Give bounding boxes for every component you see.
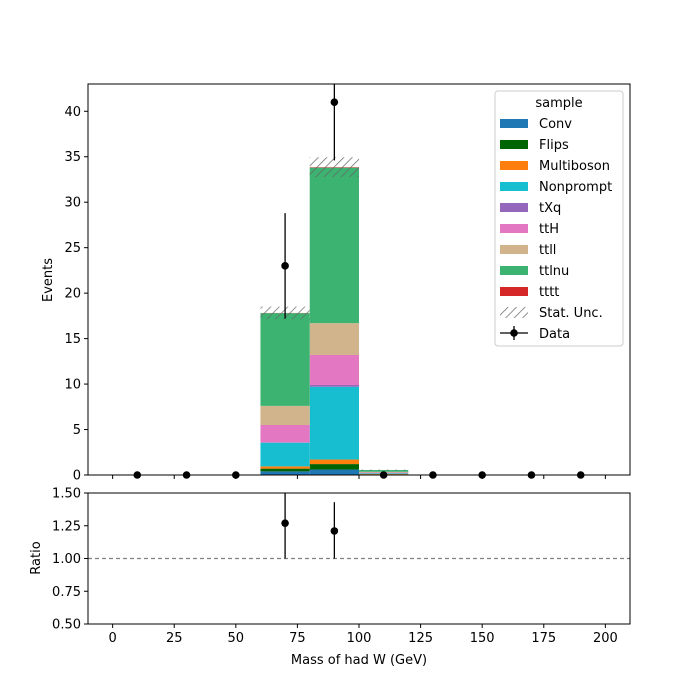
bar-flips-bin-4 [309, 464, 359, 470]
bar-nonprompt-bin-3 [260, 442, 310, 467]
y-tick-label-top-2: 10 [64, 378, 81, 393]
stat-unc-bin-4 [309, 157, 359, 178]
legend-label-tttt: tttt [539, 285, 559, 300]
bar-txq-bin-4 [309, 384, 359, 387]
x-tick-label-1: 25 [166, 631, 183, 646]
legend-swatch-conv [500, 119, 528, 128]
legend: sample Conv Flips Multiboson Nonprompt tXq ttH… [494, 90, 624, 347]
x-tick-label-7: 175 [531, 631, 556, 646]
bar-ttlnu-bin-5 [359, 469, 409, 472]
x-tick-label-0: 0 [108, 631, 116, 646]
y-axis-label-bottom: Ratio [29, 541, 44, 574]
y-tick-label-top-0: 0 [73, 469, 81, 484]
y-tick-label-bottom-1: 0.75 [52, 585, 81, 600]
y-tick-label-bottom-0: 0.50 [52, 618, 81, 633]
bar-conv-bin-4 [309, 469, 359, 475]
legend-swatch-nonprompt [500, 182, 528, 191]
legend-swatch-multiboson [500, 161, 528, 170]
bar-multiboson-bin-4 [309, 459, 359, 465]
legend-label-data: Data [539, 327, 570, 342]
legend-data-marker [510, 329, 518, 337]
data-point-3 [281, 262, 289, 270]
y-tick-label-top-5: 25 [64, 241, 81, 256]
bar-flips-bin-3 [260, 468, 310, 472]
top-axes: 0 5 10 15 20 25 30 35 40 [64, 105, 606, 484]
x-tick-label-4: 100 [347, 631, 372, 646]
bottom-plot-frame [87, 492, 631, 625]
bar-ttlnu-bin-4 [309, 167, 359, 324]
y-tick-label-top-3: 15 [64, 332, 81, 347]
x-tick-label-5: 125 [408, 631, 433, 646]
y-tick-label-top-8: 40 [64, 105, 81, 120]
y-tick-label-top-7: 35 [64, 150, 81, 165]
legend-title: sample [535, 96, 582, 111]
legend-label-tth: ttH [539, 222, 559, 237]
legend-swatch-stat-unc [500, 307, 528, 318]
y-tick-label-bottom-3: 1.25 [52, 519, 81, 534]
legend-label-nonprompt: Nonprompt [539, 180, 612, 195]
bar-tth-bin-4 [309, 354, 359, 385]
legend-swatch-ttlnu [500, 266, 528, 275]
legend-label-txq: tXq [539, 201, 561, 216]
y-tick-label-bottom-2: 1.00 [52, 552, 81, 567]
bar-ttll-bin-3 [260, 405, 310, 425]
bar-tth-bin-3 [260, 424, 310, 443]
x-tick-label-3: 75 [289, 631, 306, 646]
x-tick-label-8: 200 [593, 631, 618, 646]
ratio-point-0 [281, 519, 289, 527]
ratio-plot [88, 493, 630, 560]
bar-conv-bin-3 [260, 471, 310, 475]
y-tick-label-top-4: 20 [64, 287, 81, 302]
bar-ttlnu-bin-3 [260, 313, 310, 406]
y-tick-label-top-6: 30 [64, 196, 81, 211]
legend-label-conv: Conv [539, 117, 572, 132]
y-tick-label-bottom-4: 1.50 [52, 487, 81, 502]
legend-label-ttlnu: ttlnu [539, 264, 569, 279]
bar-multiboson-bin-3 [260, 466, 310, 469]
y-tick-label-top-1: 5 [73, 423, 81, 438]
stat-unc-bin-5 [359, 469, 409, 471]
bottom-axes: 0.50 0.75 1.00 1.25 1.50 0 25 50 75 100 125 150 175 2… [52, 487, 618, 647]
ratio-point-1 [330, 527, 339, 535]
legend-label-ttll: ttll [539, 243, 556, 258]
bar-ttll-bin-4 [309, 323, 359, 355]
legend-swatch-ttll [500, 245, 528, 254]
data-point-4 [330, 98, 339, 106]
legend-swatch-tttt [500, 287, 528, 296]
legend-frame [494, 90, 624, 347]
legend-swatch-flips [500, 140, 528, 149]
x-tick-label-2: 50 [228, 631, 245, 646]
legend-swatch-txq [500, 203, 528, 212]
bar-nonprompt-bin-4 [309, 386, 359, 460]
y-axis-label-top: Events [41, 258, 56, 302]
legend-label-stat-unc: Stat. Unc. [539, 306, 603, 321]
legend-label-flips: Flips [539, 138, 569, 153]
legend-label-multiboson: Multiboson [539, 159, 610, 174]
x-tick-label-6: 150 [470, 631, 495, 646]
stacked-histogram [260, 167, 409, 475]
x-axis-label: Mass of had W (GeV) [291, 653, 427, 668]
legend-swatch-tth [500, 224, 528, 233]
